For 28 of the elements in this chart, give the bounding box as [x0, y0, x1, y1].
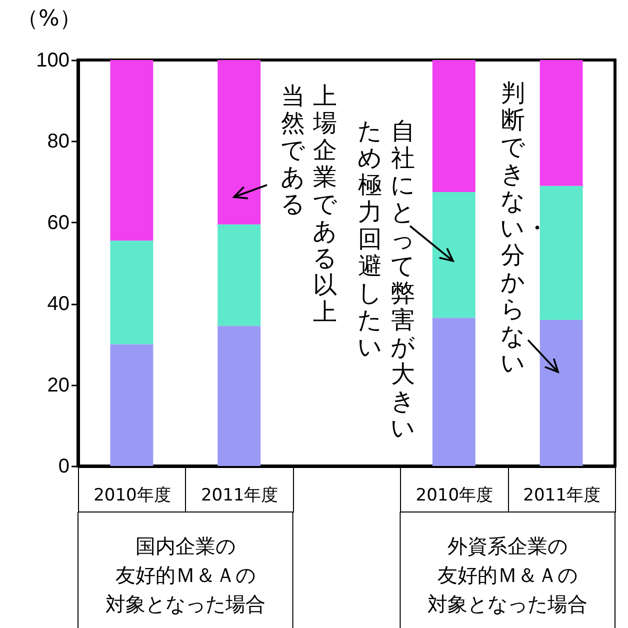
bar: [110, 240, 154, 344]
bar: [432, 318, 476, 466]
bar: [432, 60, 476, 192]
bar: [110, 344, 154, 466]
text: 外資系企業の友好的Ｍ＆Ａの対象となった場合: [426, 534, 589, 616]
text: 自社にとって弊害が大きいため極力回避したい: [358, 117, 416, 442]
y-tick-label: 20: [47, 374, 70, 396]
text: 上場企業である以上当然である: [280, 82, 338, 326]
bar: [432, 192, 476, 318]
y-tick-label: 80: [47, 130, 70, 153]
text: 判断できない・分からない: [500, 79, 549, 377]
y-tick-label: 40: [47, 293, 70, 316]
x-tick-label: 2010年度: [416, 486, 494, 506]
bar: [540, 320, 583, 466]
bar: [218, 224, 261, 326]
y-tick-label: 60: [47, 212, 70, 234]
bar: [110, 60, 154, 241]
x-tick-label: 2011年度: [200, 486, 278, 506]
bar: [218, 60, 261, 224]
x-tick-label: 2011年度: [523, 486, 600, 506]
bar: [218, 326, 261, 466]
bar: [540, 60, 583, 186]
y-axis-title: （%）: [16, 6, 82, 32]
text: 国内企業の友好的Ｍ＆Ａの対象となった場合: [104, 534, 266, 616]
bar: [540, 186, 583, 320]
y-tick-label: 0: [58, 456, 70, 478]
x-tick-label: 2010年度: [94, 486, 171, 506]
y-tick-label: 100: [36, 50, 70, 72]
